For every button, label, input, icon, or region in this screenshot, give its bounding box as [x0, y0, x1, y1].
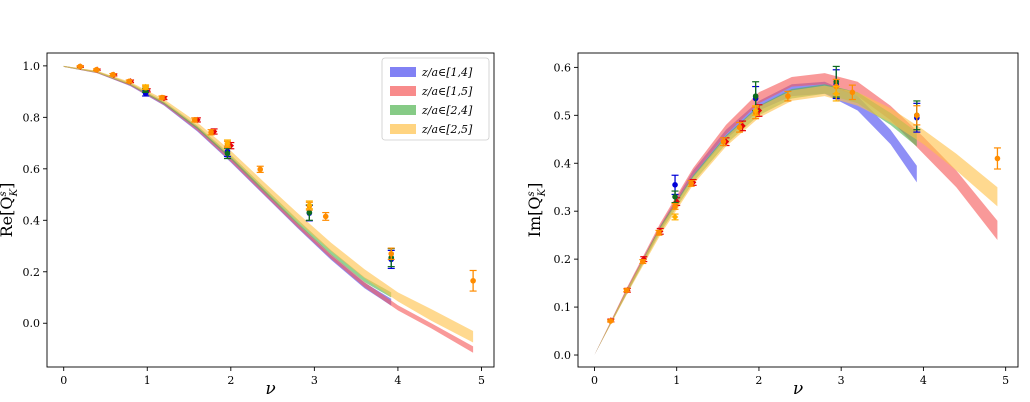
- x-tick-label: 2: [755, 374, 762, 387]
- data-point: [752, 93, 759, 99]
- data-point: [671, 213, 679, 221]
- data-point: [607, 318, 614, 324]
- data-point: [191, 117, 198, 123]
- data-point: [470, 277, 476, 284]
- band-series-2: [63, 65, 474, 353]
- band-series-3: [594, 84, 917, 355]
- legend-label: z/a∈[1,4]: [421, 66, 473, 79]
- band-series-3: [63, 65, 392, 298]
- legend-box: [381, 57, 490, 141]
- x-tick-label: 0: [591, 374, 598, 387]
- y-tick-label: 0.4: [554, 157, 572, 170]
- x-tick-label: 3: [311, 374, 318, 387]
- data-point: [623, 287, 630, 294]
- y-axis-label: Re[QsK]: [0, 183, 20, 238]
- x-tick-label: 2: [227, 374, 234, 387]
- axes-frame: [46, 52, 495, 368]
- y-tick-label: 0.6: [23, 163, 41, 176]
- data-point: [126, 78, 133, 85]
- y-tick-label: 0.5: [554, 109, 572, 122]
- x-tick-label: 3: [838, 374, 845, 387]
- legend-label: z/a∈[1,5]: [421, 85, 473, 98]
- data-point: [736, 124, 743, 131]
- y-tick-label: 0.6: [554, 61, 572, 74]
- data-point: [673, 198, 680, 205]
- x-tick-label: 0: [60, 374, 67, 387]
- x-tick-label: 1: [673, 374, 680, 387]
- y-tick-label: 0.3: [554, 205, 572, 218]
- data-point: [994, 155, 1001, 162]
- data-point: [93, 66, 100, 73]
- band-series-4: [63, 65, 474, 343]
- legend-label: z/a∈[2,5]: [421, 123, 473, 136]
- data-point: [208, 129, 214, 136]
- legend-swatch: [390, 67, 416, 77]
- y-tick-label: 0.2: [23, 266, 41, 279]
- y-tick-label: 0.4: [23, 214, 41, 227]
- data-point: [833, 90, 840, 97]
- x-axis-label: ν: [793, 379, 803, 399]
- data-point: [110, 71, 116, 78]
- x-tick-label: 5: [478, 374, 485, 387]
- legend-swatch: [390, 86, 416, 96]
- data-point: [672, 203, 678, 210]
- data-point: [224, 150, 231, 157]
- legend-swatch: [390, 105, 416, 115]
- data-point: [688, 180, 694, 187]
- axes-frame: [577, 52, 1019, 368]
- y-axis-label: Im[QsK]: [525, 183, 548, 238]
- plot-area: [63, 63, 477, 353]
- data-point: [752, 107, 759, 114]
- data-point: [224, 139, 231, 147]
- data-point: [77, 63, 83, 70]
- data-point: [257, 166, 264, 173]
- data-point: [322, 213, 329, 220]
- legend-swatch: [390, 124, 416, 134]
- data-point: [306, 201, 313, 209]
- y-tick-label: 0.2: [554, 253, 572, 266]
- x-tick-label: 4: [920, 374, 927, 387]
- band-series-4: [594, 85, 998, 355]
- data-point: [785, 93, 791, 99]
- data-point: [388, 250, 395, 257]
- data-point: [142, 83, 149, 91]
- x-axis-label: ν: [265, 379, 275, 399]
- data-point: [849, 89, 856, 96]
- data-point: [656, 229, 662, 236]
- data-point: [672, 194, 678, 200]
- x-tick-label: 5: [1002, 374, 1009, 387]
- y-tick-label: 1.0: [23, 60, 41, 73]
- data-point: [159, 94, 165, 101]
- data-point: [640, 258, 646, 265]
- legend-label: z/a∈[2,4]: [421, 104, 473, 117]
- y-tick-label: 0.0: [23, 317, 41, 330]
- x-tick-label: 1: [144, 374, 151, 387]
- band-series-2: [594, 73, 998, 355]
- y-tick-label: 0.8: [23, 111, 41, 124]
- data-point: [306, 209, 313, 216]
- band-series-1: [63, 65, 392, 306]
- y-tick-label: 0.0: [554, 349, 572, 362]
- x-tick-label: 4: [394, 374, 401, 387]
- chart-panel-2: 0 1 2 3 4 5 0.0 0.1 0.2 0.3 0.4 0.5 0.6 ν Im[QsK]: [525, 52, 1019, 399]
- data-point: [914, 112, 920, 119]
- band-series-1: [594, 81, 917, 356]
- legend: z/a∈[1,4] z/a∈[1,5] z/a∈[2,4] z/a∈[2,5]: [381, 57, 490, 141]
- chart-panel-1: 0 1 2 3 4 5 0.0 0.2 0.4 0.6 0.8 1.0 ν Re[QsK] z/a∈[1,4…: [0, 52, 495, 399]
- data-point: [720, 138, 727, 145]
- y-tick-label: 0.1: [554, 301, 572, 314]
- data-point: [672, 182, 678, 188]
- plot-area: [594, 65, 1001, 356]
